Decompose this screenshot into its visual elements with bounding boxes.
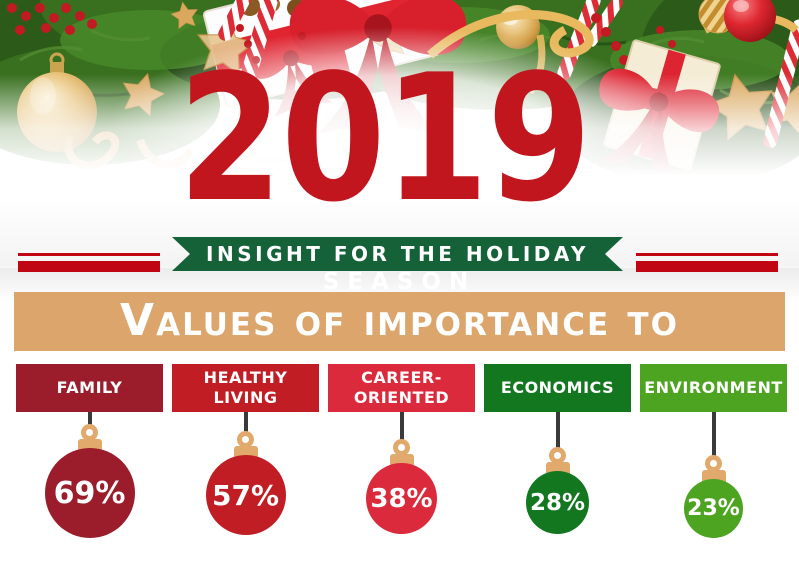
accent-lines-left xyxy=(18,253,160,272)
percentage-value: 28% xyxy=(529,489,586,516)
category-label: ECONOMICS xyxy=(484,364,631,412)
ornament-hanger: 57% xyxy=(205,412,286,535)
ornament-ring-icon xyxy=(237,431,254,448)
category-family: FAMILY 69% xyxy=(16,364,163,538)
accent-line-thick xyxy=(636,261,778,272)
category-label: ENVIRONMENT xyxy=(640,364,787,412)
ornament-ball-icon: 38% xyxy=(366,463,437,534)
category-environment: ENVIRONMENT 23% xyxy=(640,364,787,538)
ornament-hanger: 69% xyxy=(44,412,135,538)
accent-line-thin xyxy=(636,253,778,256)
ornament-ball-icon: 57% xyxy=(205,455,286,535)
ornament-hanger: 38% xyxy=(366,412,437,534)
category-economics: ECONOMICS 28% xyxy=(484,364,631,534)
ornament-string xyxy=(243,412,248,432)
accent-lines-right xyxy=(636,253,778,272)
percentage-value: 38% xyxy=(370,483,433,514)
accent-line-thin xyxy=(18,253,160,256)
ornament-ring-icon xyxy=(393,439,410,456)
ornament-hanger: 23% xyxy=(684,412,743,538)
christmas-garland-decoration xyxy=(0,0,799,195)
category-label: FAMILY xyxy=(16,364,163,412)
year-title: 2019 xyxy=(178,38,592,241)
category-healthy-living: HEALTHY LIVING 57% xyxy=(172,364,319,535)
category-career-oriented: CAREER-ORIENTED 38% xyxy=(328,364,475,534)
ornament-hanger: 28% xyxy=(526,412,589,534)
section-title-banner: Values of importance to xyxy=(14,292,785,351)
ornament-string xyxy=(87,412,92,425)
ornament-ball-icon: 28% xyxy=(526,471,589,534)
ornament-ring-icon xyxy=(549,447,566,464)
percentage-value: 23% xyxy=(687,496,740,521)
ornament-ball-icon: 69% xyxy=(44,448,135,538)
percentage-value: 69% xyxy=(53,475,126,511)
season-subtitle: SEASON xyxy=(0,268,799,296)
accent-line-thick xyxy=(18,261,160,272)
percentage-value: 57% xyxy=(211,478,280,512)
ornament-ring-icon xyxy=(705,455,722,472)
ornament-ring-icon xyxy=(81,424,98,441)
category-label: HEALTHY LIVING xyxy=(172,364,319,412)
ribbon-banner: INSIGHT FOR THE HOLIDAY xyxy=(172,237,623,271)
ornament-string xyxy=(555,412,560,448)
ornament-string xyxy=(711,412,716,456)
section-title: Values of importance to xyxy=(120,295,679,346)
ornament-ball-icon: 23% xyxy=(684,479,743,538)
ornament-string xyxy=(399,412,404,440)
category-label: CAREER-ORIENTED xyxy=(328,364,475,412)
